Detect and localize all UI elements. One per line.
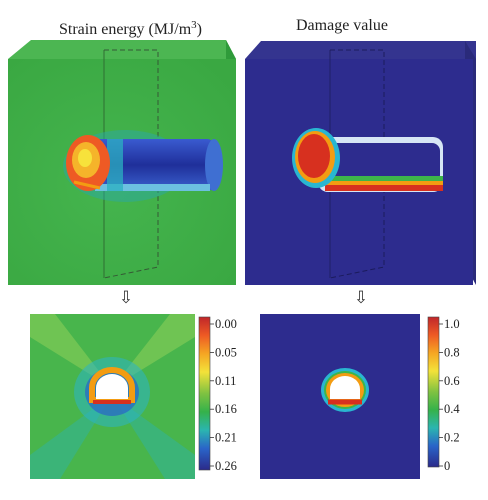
damage-3d-block xyxy=(245,41,476,285)
strain-tunnel-transition xyxy=(107,139,123,191)
strain-colorbar-tick-label: 0.05 xyxy=(215,345,237,359)
strain-panel-title: Strain energy (MJ/m3) xyxy=(59,19,202,38)
damage-panel-title: Damage value xyxy=(296,17,388,34)
damage-down-arrow: ⇩ xyxy=(354,288,368,308)
strain-down-arrow: ⇩ xyxy=(119,288,133,308)
damage-colorbar-tick-label: 0.2 xyxy=(444,431,460,445)
strain-colorbar-tick-label: 0.00 xyxy=(215,317,237,331)
damage-tunnel-orange-band xyxy=(325,181,443,186)
strain-colorbar-tick-label: 0.26 xyxy=(215,459,237,473)
strain-tunnel-floor-band xyxy=(95,184,210,191)
damage-colorbar-tick-label: 0 xyxy=(444,459,450,473)
strain-colorbar-ticks: 0.00 0.05 0.11 0.16 0.21 0.26 xyxy=(210,317,237,473)
strain-colorbar xyxy=(198,316,211,471)
damage-cross-section xyxy=(260,314,420,479)
damage-tunnel-red-band xyxy=(325,185,443,191)
damage-tunnel-interior xyxy=(325,143,440,183)
strain-face-center xyxy=(78,149,92,167)
damage-colorbar xyxy=(427,316,440,468)
strain-colorbar-tick-label: 0.11 xyxy=(215,374,236,388)
strain-opening xyxy=(96,374,128,399)
damage-tunnel-green-band xyxy=(325,176,443,182)
strain-face-edge xyxy=(73,180,101,190)
strain-tunnel-end xyxy=(205,139,223,191)
damage-colorbar-tick-label: 1.0 xyxy=(444,317,460,331)
damage-colorbar-tick-label: 0.8 xyxy=(444,345,460,359)
strain-colorbar-tick-label: 0.16 xyxy=(215,402,237,416)
strain-colorbar-tick-label: 0.21 xyxy=(215,431,237,445)
damage-colorbar-tick-label: 0.6 xyxy=(444,374,460,388)
damage-face-core xyxy=(298,134,330,178)
strain-cross-section xyxy=(30,314,195,479)
damage-block-top-face xyxy=(245,41,476,59)
damage-opening xyxy=(330,376,360,399)
strain-opening-ring xyxy=(89,367,135,403)
damage-colorbar-ticks: 1.0 0.8 0.6 0.4 0.2 0 xyxy=(439,317,460,473)
strain-3d-block xyxy=(8,40,236,285)
damage-colorbar-tick-label: 0.4 xyxy=(444,402,460,416)
